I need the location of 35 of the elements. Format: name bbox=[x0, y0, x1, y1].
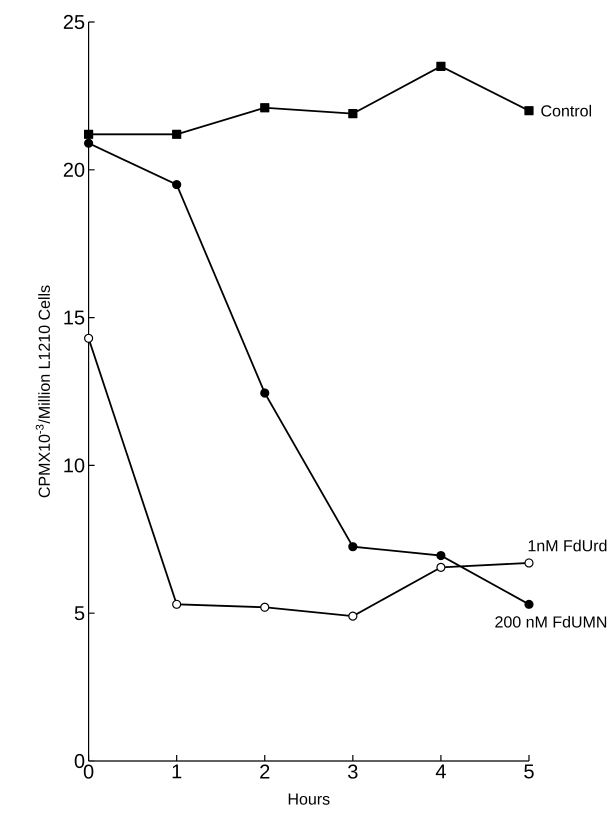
y-tick-label: 20 bbox=[64, 162, 84, 177]
series-label: 1nM FdUrd bbox=[528, 540, 606, 552]
x-tick-label: 5 bbox=[524, 764, 534, 778]
point bbox=[436, 62, 446, 71]
point bbox=[348, 612, 358, 621]
x-axis-title: Hours bbox=[288, 794, 330, 805]
point bbox=[436, 562, 446, 572]
point bbox=[348, 109, 358, 118]
point bbox=[524, 558, 534, 568]
point bbox=[84, 334, 94, 343]
point bbox=[260, 388, 270, 398]
series-label: Control bbox=[541, 104, 592, 117]
x-tick-label: 2 bbox=[260, 764, 270, 778]
x-tick-label: 4 bbox=[436, 764, 446, 778]
y-tick-label: 0 bbox=[74, 754, 84, 768]
y-tick-label: 5 bbox=[74, 606, 84, 620]
y-tick-label: 15 bbox=[64, 310, 84, 325]
point bbox=[260, 602, 270, 612]
point bbox=[524, 106, 534, 116]
point bbox=[260, 103, 270, 112]
point bbox=[436, 550, 446, 560]
point bbox=[524, 600, 534, 609]
point bbox=[84, 130, 94, 139]
x-tick-label: 1 bbox=[172, 764, 182, 778]
point bbox=[172, 600, 182, 609]
series-label: 200 nM FdUMN bbox=[495, 616, 606, 628]
x-tick-label: 3 bbox=[348, 764, 358, 779]
point bbox=[348, 542, 358, 552]
y-axis-title: CPMX10$^{-3}$/Million L1210 Cells bbox=[36, 286, 50, 498]
x-tick-label: 0 bbox=[84, 764, 94, 779]
point bbox=[84, 138, 94, 148]
point bbox=[172, 180, 182, 190]
y-tick-label: 10 bbox=[64, 458, 84, 472]
y-tick-label: 25 bbox=[64, 14, 84, 30]
point bbox=[172, 130, 182, 139]
